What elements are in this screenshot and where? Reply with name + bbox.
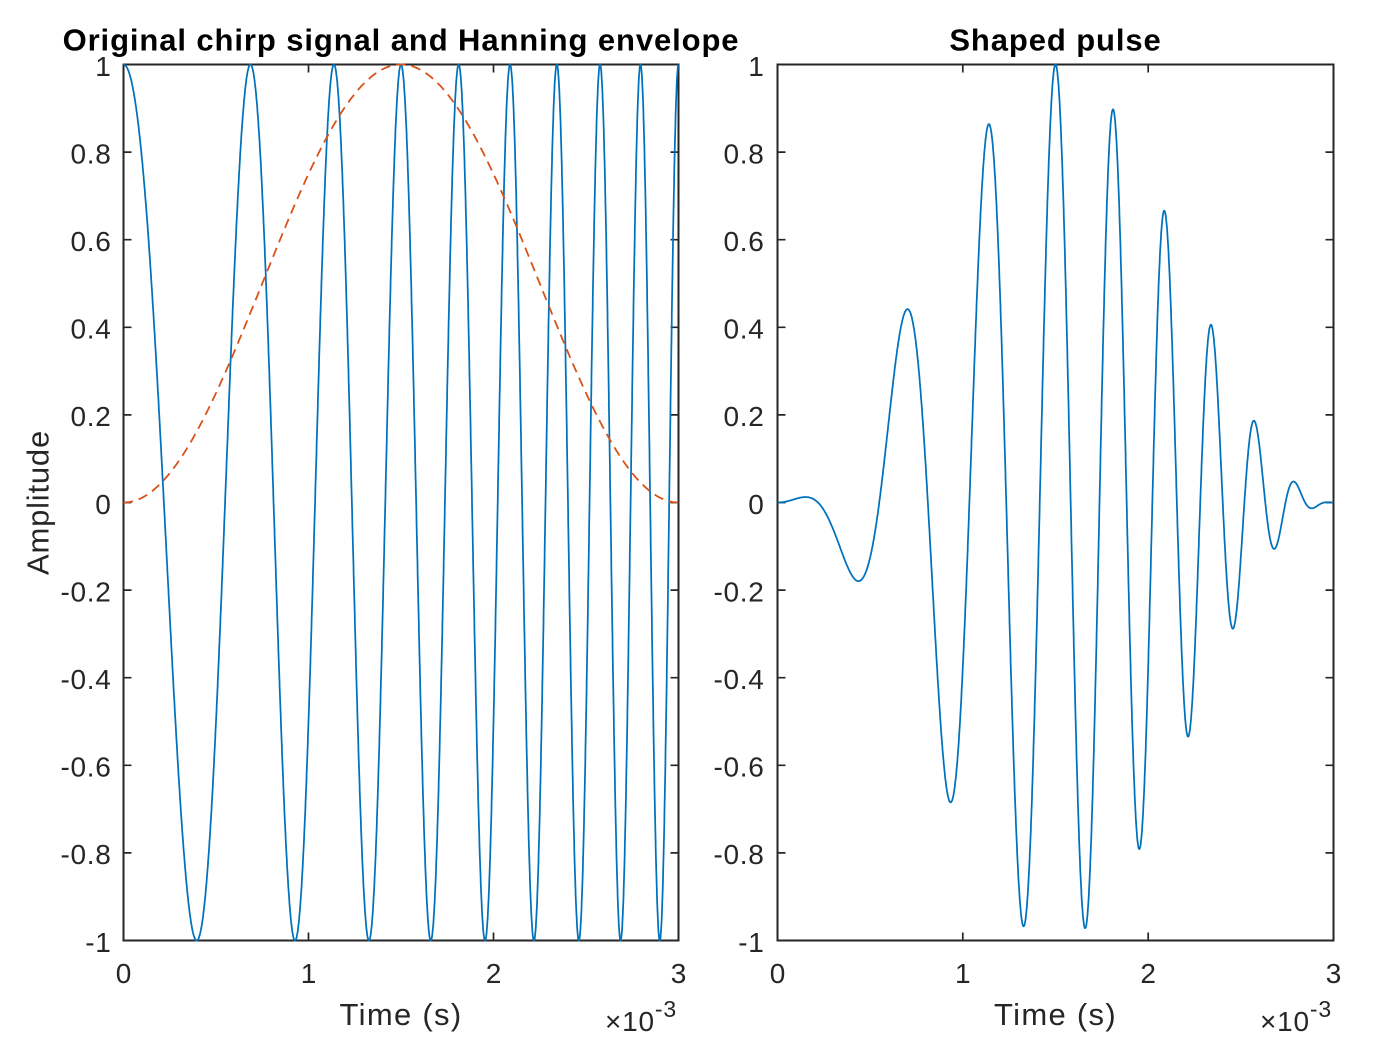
svg-text:0.4: 0.4 xyxy=(70,314,111,345)
svg-text:-0.2: -0.2 xyxy=(713,576,764,607)
svg-text:1: 1 xyxy=(748,51,764,82)
svg-text:0: 0 xyxy=(748,489,764,520)
svg-text:-0.6: -0.6 xyxy=(713,752,764,783)
svg-text:-0.6: -0.6 xyxy=(60,752,111,783)
svg-text:-0.4: -0.4 xyxy=(60,664,111,695)
svg-text:-0.4: -0.4 xyxy=(713,664,764,695)
svg-text:3: 3 xyxy=(1326,958,1342,989)
svg-text:2: 2 xyxy=(486,958,502,989)
svg-text:Shaped pulse: Shaped pulse xyxy=(949,23,1161,58)
svg-text:0: 0 xyxy=(770,958,786,989)
svg-text:0.8: 0.8 xyxy=(723,138,764,169)
svg-text:0.8: 0.8 xyxy=(70,138,111,169)
svg-text:1: 1 xyxy=(95,51,111,82)
svg-text:3: 3 xyxy=(671,958,687,989)
svg-text:-1: -1 xyxy=(85,927,111,958)
svg-text:0.6: 0.6 xyxy=(70,226,111,257)
svg-text:Time (s): Time (s) xyxy=(994,997,1117,1032)
svg-text:0: 0 xyxy=(116,958,132,989)
svg-text:0.6: 0.6 xyxy=(723,226,764,257)
svg-text:-1: -1 xyxy=(738,927,764,958)
svg-text:0.4: 0.4 xyxy=(723,314,764,345)
svg-text:0.2: 0.2 xyxy=(723,401,764,432)
svg-text:-0.2: -0.2 xyxy=(60,576,111,607)
svg-text:1: 1 xyxy=(955,958,971,989)
svg-text:Amplitude: Amplitude xyxy=(21,430,56,575)
svg-text:0: 0 xyxy=(95,489,111,520)
svg-text:0.2: 0.2 xyxy=(70,401,111,432)
svg-text:1: 1 xyxy=(301,958,317,989)
svg-text:Time (s): Time (s) xyxy=(340,997,463,1032)
svg-text:-0.8: -0.8 xyxy=(713,839,764,870)
svg-text:Original chirp signal and Hann: Original chirp signal and Hanning envelo… xyxy=(63,23,740,58)
svg-text:-0.8: -0.8 xyxy=(60,839,111,870)
svg-text:2: 2 xyxy=(1140,958,1156,989)
